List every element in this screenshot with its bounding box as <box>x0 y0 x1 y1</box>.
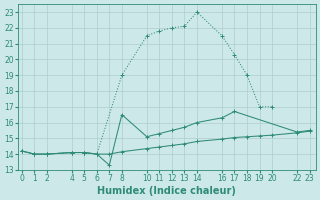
X-axis label: Humidex (Indice chaleur): Humidex (Indice chaleur) <box>98 186 236 196</box>
